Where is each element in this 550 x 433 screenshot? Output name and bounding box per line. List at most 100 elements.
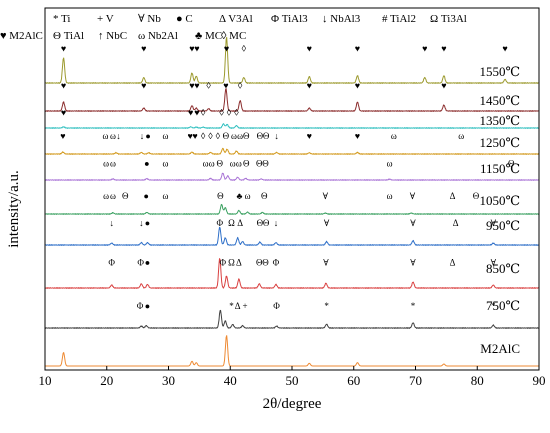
series-label: 1050℃ <box>479 193 520 208</box>
phase-marker: ♥ <box>502 44 507 54</box>
legend-entry: * Ti <box>53 13 70 25</box>
phase-marker: ω <box>162 191 168 201</box>
phase-marker: ω <box>110 131 116 141</box>
phase-marker: ♥ <box>61 107 66 117</box>
series-label: M2AlC <box>480 341 520 356</box>
phase-marker: Θ <box>257 131 264 141</box>
phase-markers: ♥ ♥ ♥ ♥ ♥ ◊ ♥ ♥ ♥ ♥ ♥♥ ♥ ♥ ♥ ◊ ♥ ◊ ♥ ♥ ♥♥ ♥ ♥ ◊ ◊ ◊ ◊♥ ω ω ↓ ↓ ● ω ♥ ♥ ◊ ◊ ◊… <box>60 44 515 311</box>
phase-marker: ω <box>103 131 109 141</box>
phase-marker: * <box>324 301 329 311</box>
xrd-trace <box>44 36 540 84</box>
series-label: 1450℃ <box>479 93 520 108</box>
legend-entry: ♥ M2AlC <box>0 30 43 42</box>
phase-marker: Δ <box>450 191 456 201</box>
legend-entry: ↓ NbAl3 <box>322 13 361 25</box>
y-axis-title: intensity/a.u. <box>6 170 22 248</box>
phase-marker: ♥ <box>141 81 146 91</box>
phase-marker: ω <box>103 158 109 168</box>
phase-marker: ◊ <box>208 131 213 141</box>
phase-marker: Θ <box>217 191 224 201</box>
xrd-traces <box>44 36 540 367</box>
phase-marker: Θ <box>256 258 263 268</box>
phase-marker: ◊ <box>219 107 224 117</box>
phase-marker: ∀ <box>491 218 497 228</box>
x-tick-label: 60 <box>347 373 360 388</box>
phase-marker: Ω <box>228 218 235 228</box>
x-tick-label: 50 <box>286 373 299 388</box>
legend-entry: ∀ Nb <box>138 13 161 25</box>
legend-entry: ω Nb2Al <box>138 30 178 42</box>
x-tick-label: 90 <box>533 373 546 388</box>
x-tick-label: 30 <box>162 373 175 388</box>
phase-marker: ω <box>387 191 393 201</box>
phase-marker: ♥ <box>307 44 312 54</box>
xrd-trace <box>44 226 540 246</box>
phase-marker: Θ <box>243 131 250 141</box>
phase-marker: Θ <box>262 258 269 268</box>
plot-frame <box>44 7 540 371</box>
legend: * Ti + V ∀ Nb ● C Δ V3Al Φ TiAl3 ↓ NbAl3 # TiAl… <box>0 13 467 42</box>
series-label: 1250℃ <box>479 135 520 150</box>
xrd-trace <box>44 88 540 112</box>
phase-marker: ω <box>209 158 215 168</box>
phase-marker: ↓ <box>140 131 145 141</box>
phase-marker: ● <box>145 218 150 228</box>
phase-marker: ♥ <box>141 44 146 54</box>
phase-marker: ω <box>162 131 168 141</box>
phase-marker: ω <box>236 158 242 168</box>
phase-marker: ∀ <box>323 191 329 201</box>
phase-marker: ω <box>162 158 168 168</box>
legend-entry: ♣ MC <box>195 30 222 42</box>
series-label: 1150℃ <box>480 161 520 176</box>
phase-marker: Δ <box>453 218 459 228</box>
phase-marker: Φ <box>137 301 144 311</box>
phase-marker: ♥ <box>194 107 199 117</box>
phase-marker: Φ <box>137 258 144 268</box>
phase-marker: ● <box>144 158 149 168</box>
phase-marker: Θ <box>243 158 250 168</box>
phase-marker: ♥ <box>192 131 197 141</box>
xrd-trace <box>44 203 540 215</box>
phase-marker: ↓ <box>274 218 279 228</box>
phase-marker: ω <box>110 158 116 168</box>
phase-marker: Φ <box>220 258 227 268</box>
phase-marker: ♥ <box>60 131 65 141</box>
phase-marker: ∀ <box>410 218 416 228</box>
phase-marker: * <box>229 301 234 311</box>
phase-marker: ◊ <box>201 107 206 117</box>
legend-entry: Δ V3Al <box>219 13 253 25</box>
phase-marker: ∀ <box>324 218 330 228</box>
phase-marker: ♣ <box>237 191 243 201</box>
legend-entry: ↑ NbC <box>98 30 127 42</box>
series-label: 1550℃ <box>479 64 520 79</box>
phase-marker: ◊ <box>216 131 221 141</box>
x-tick-label: 70 <box>409 373 422 388</box>
phase-marker: ω <box>230 158 236 168</box>
series-label: 1350℃ <box>479 113 520 128</box>
phase-marker: Φ <box>273 258 280 268</box>
phase-marker: Ω <box>228 258 235 268</box>
xrd-trace <box>44 123 540 129</box>
phase-marker: ω <box>458 131 464 141</box>
legend-entry: Θ TiAl <box>53 30 84 42</box>
legend-entry: Φ TiAl3 <box>271 13 308 25</box>
phase-marker: ♥ <box>194 81 199 91</box>
phase-marker: ω <box>237 131 243 141</box>
phase-marker: ◊ <box>227 107 232 117</box>
legend-entry: Ω Ti3Al <box>430 13 467 25</box>
phase-marker: ◊ <box>238 81 243 91</box>
series-label: 850℃ <box>486 261 520 276</box>
phase-marker: ω <box>110 191 116 201</box>
phase-marker: ● <box>144 191 149 201</box>
phase-marker: Δ <box>237 218 243 228</box>
phase-marker: Δ <box>450 258 456 268</box>
phase-marker: Φ <box>273 301 280 311</box>
phase-marker: ◊ <box>201 131 206 141</box>
phase-marker: ♥ <box>224 44 229 54</box>
phase-marker: Θ <box>263 218 270 228</box>
phase-marker: Θ <box>223 131 230 141</box>
xrd-trace <box>44 172 540 181</box>
phase-marker: ↓ <box>274 131 279 141</box>
phase-marker: Δ <box>236 258 242 268</box>
